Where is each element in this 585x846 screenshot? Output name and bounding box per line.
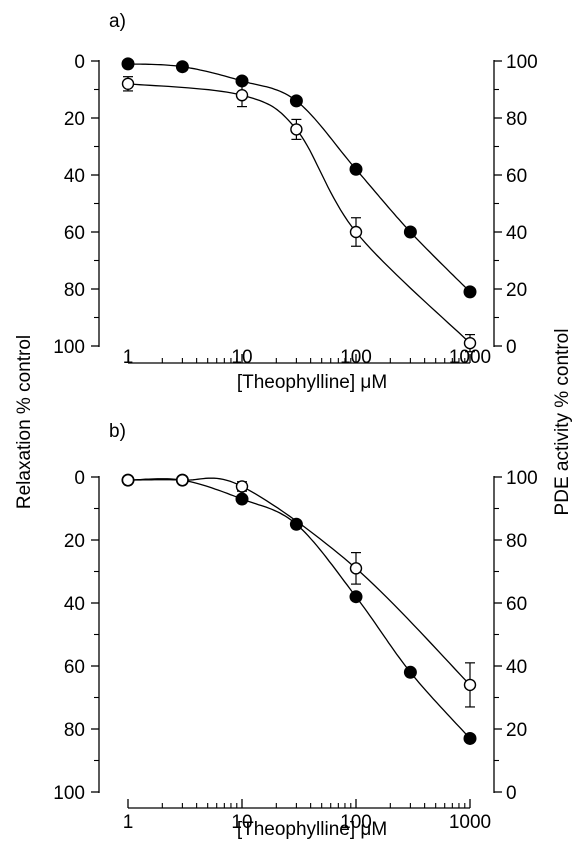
data-point-filled-a bbox=[121, 57, 135, 71]
right-y-tick-label-b: 20 bbox=[506, 720, 527, 741]
data-point-open-b bbox=[463, 678, 477, 692]
left-axis-title: Relaxation % control bbox=[14, 335, 35, 509]
left-y-tick-label-a: 60 bbox=[64, 223, 85, 244]
left-y-tick-label-a: 0 bbox=[74, 52, 85, 73]
left-y-tick-label-b: 80 bbox=[64, 720, 85, 741]
data-point-filled-b bbox=[235, 492, 249, 506]
data-point-open-a bbox=[235, 88, 249, 102]
data-point-filled-a bbox=[463, 285, 477, 299]
right-y-tick-label-a: 100 bbox=[506, 52, 538, 73]
left-y-tick-label-b: 40 bbox=[64, 594, 85, 615]
x-tick-label-a: 100 bbox=[340, 347, 372, 368]
x-axis-title-b: [Theophylline] μM bbox=[237, 819, 387, 840]
x-tick-label-b: 100 bbox=[340, 812, 372, 833]
data-point-filled-b bbox=[349, 590, 363, 604]
data-point-filled-b bbox=[403, 665, 417, 679]
panel-label-a: a) bbox=[109, 11, 126, 32]
left-y-tick-label-a: 40 bbox=[64, 166, 85, 187]
data-point-filled-a bbox=[403, 225, 417, 239]
data-point-filled-a bbox=[175, 60, 189, 74]
data-point-filled-b bbox=[463, 731, 477, 745]
data-point-filled-a bbox=[289, 94, 303, 108]
x-tick-label-a: 1000 bbox=[449, 347, 491, 368]
data-point-open-b bbox=[235, 480, 249, 493]
left-y-tick-label-b: 100 bbox=[53, 783, 85, 804]
right-y-tick-label-a: 60 bbox=[506, 166, 527, 187]
data-point-open-a bbox=[463, 336, 477, 350]
data-point-filled-b bbox=[289, 517, 303, 531]
panel-label-b: b) bbox=[109, 421, 126, 442]
right-y-tick-label-b: 40 bbox=[506, 657, 527, 678]
x-tick-label-b: 1000 bbox=[449, 812, 491, 833]
data-point-open-b bbox=[121, 473, 135, 487]
data-point-open-a bbox=[349, 225, 363, 239]
fit-curve-filled-b bbox=[128, 478, 469, 738]
right-y-tick-label-a: 0 bbox=[506, 337, 517, 358]
data-point-open-a bbox=[121, 77, 135, 91]
right-y-tick-label-b: 100 bbox=[506, 468, 538, 489]
fit-curve-open-a bbox=[127, 83, 468, 341]
x-axis-title-a: [Theophylline] μM bbox=[237, 372, 387, 393]
x-tick-label-a: 1 bbox=[123, 347, 134, 368]
left-y-tick-label-b: 60 bbox=[64, 657, 85, 678]
right-y-tick-label-b: 80 bbox=[506, 531, 527, 552]
right-y-tick-label-b: 0 bbox=[506, 783, 517, 804]
right-axis-title: PDE activity % control bbox=[552, 329, 573, 516]
x-tick-label-b: 1 bbox=[123, 812, 134, 833]
left-y-tick-label-a: 20 bbox=[64, 109, 85, 130]
left-y-tick-label-a: 80 bbox=[64, 280, 85, 301]
fit-curve-open-b bbox=[128, 477, 468, 683]
data-point-open-b bbox=[349, 562, 363, 575]
data-point-open-b bbox=[176, 473, 189, 487]
left-y-tick-label-b: 20 bbox=[64, 531, 85, 552]
data-point-open-a bbox=[290, 123, 303, 136]
right-y-tick-label-a: 40 bbox=[506, 223, 527, 244]
data-point-filled-a bbox=[349, 162, 363, 176]
x-tick-label-a: 10 bbox=[231, 347, 252, 368]
right-y-tick-label-b: 60 bbox=[506, 594, 527, 615]
left-y-tick-label-a: 100 bbox=[53, 337, 85, 358]
left-y-tick-label-b: 0 bbox=[74, 468, 85, 489]
right-y-tick-label-a: 80 bbox=[506, 109, 527, 130]
right-y-tick-label-a: 20 bbox=[506, 280, 527, 301]
x-tick-label-b: 10 bbox=[231, 812, 252, 833]
